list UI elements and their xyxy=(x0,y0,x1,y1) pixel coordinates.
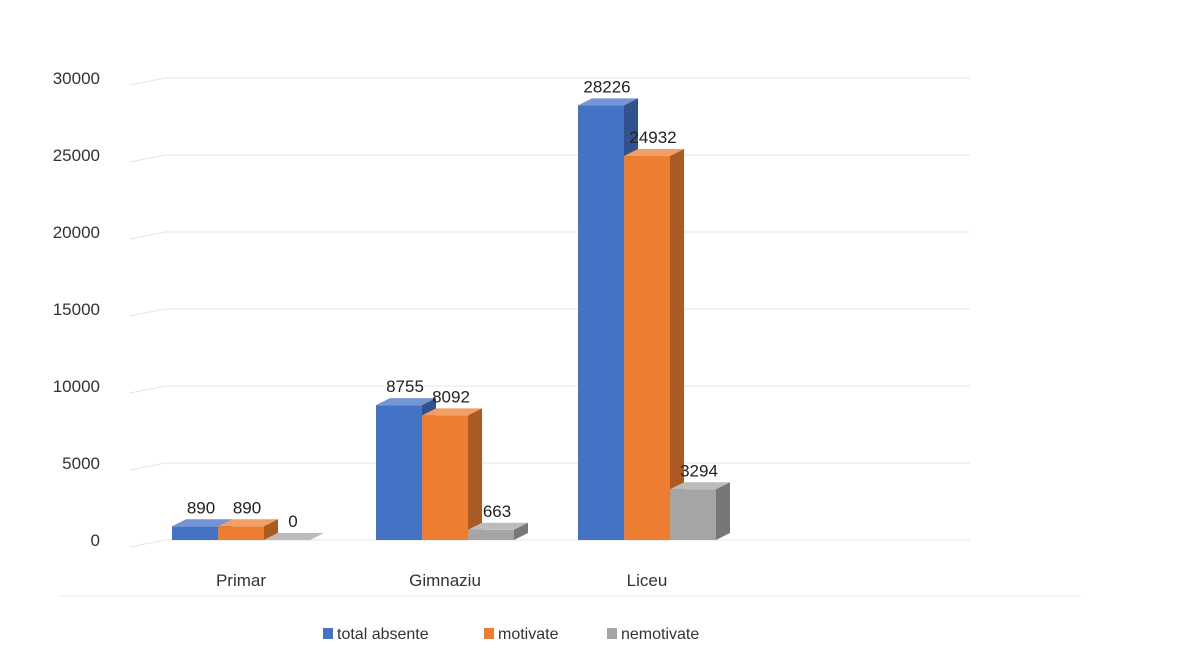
legend-item: total absente xyxy=(323,626,429,643)
bar xyxy=(624,149,684,540)
legend-item: nemotivate xyxy=(607,626,699,643)
data-label: 0 xyxy=(288,512,297,531)
data-label: 24932 xyxy=(629,128,676,147)
legend: total absente motivate nemotivate xyxy=(323,626,699,643)
gridline xyxy=(130,540,970,547)
legend-item: motivate xyxy=(484,626,559,643)
y-axis: 0 5000 10000 15000 20000 25000 30000 xyxy=(53,69,100,550)
bar xyxy=(422,408,482,540)
bar-front xyxy=(218,526,264,540)
grid-layer xyxy=(60,78,1080,596)
bar-front xyxy=(172,526,218,540)
data-label: 890 xyxy=(233,498,261,517)
x-axis: Primar Gimnaziu Liceu xyxy=(216,571,667,590)
bar-side xyxy=(716,482,730,540)
bar-front xyxy=(670,489,716,540)
data-label: 890 xyxy=(187,498,215,517)
y-tick-label: 0 xyxy=(91,531,100,550)
x-tick-label: Primar xyxy=(216,571,266,590)
x-tick-label: Liceu xyxy=(627,571,668,590)
bar-layer xyxy=(172,98,730,540)
bar-side xyxy=(468,408,482,540)
bar xyxy=(218,519,278,540)
legend-label: total absente xyxy=(337,626,429,643)
y-tick-label: 20000 xyxy=(53,223,100,242)
y-tick-label: 15000 xyxy=(53,300,100,319)
data-label: 8755 xyxy=(386,377,424,396)
legend-label: nemotivate xyxy=(621,626,699,643)
bar-front xyxy=(624,156,670,540)
data-label: 663 xyxy=(483,502,511,521)
gridline xyxy=(130,386,970,393)
bar-front xyxy=(468,530,514,540)
bar-side xyxy=(670,149,684,540)
bar-front xyxy=(422,415,468,540)
gridline xyxy=(130,78,970,85)
legend-label: motivate xyxy=(498,626,559,643)
y-tick-label: 10000 xyxy=(53,377,100,396)
bar-front xyxy=(578,105,624,540)
y-tick-label: 5000 xyxy=(62,454,100,473)
y-tick-label: 30000 xyxy=(53,69,100,88)
y-tick-label: 25000 xyxy=(53,146,100,165)
bar-front xyxy=(376,405,422,540)
data-label: 3294 xyxy=(680,461,718,480)
gridline xyxy=(130,155,970,162)
x-tick-label: Gimnaziu xyxy=(409,571,481,590)
legend-swatch xyxy=(484,628,494,639)
gridline xyxy=(130,463,970,470)
bar xyxy=(468,523,528,540)
data-label: 8092 xyxy=(432,387,470,406)
legend-swatch xyxy=(323,628,333,639)
gridline xyxy=(130,232,970,239)
bar xyxy=(670,482,730,540)
data-label: 28226 xyxy=(583,77,630,96)
legend-swatch xyxy=(607,628,617,639)
gridline xyxy=(130,309,970,316)
